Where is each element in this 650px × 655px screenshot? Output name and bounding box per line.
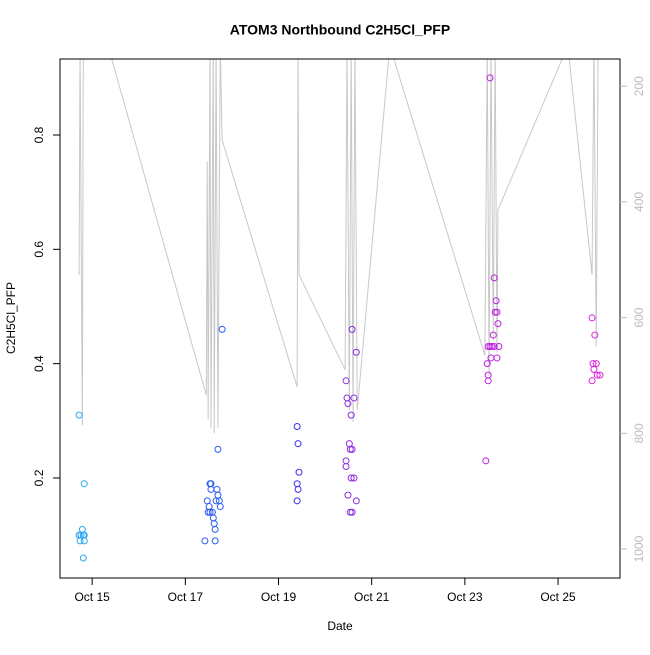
data-point [488, 343, 496, 351]
data-point [214, 445, 222, 453]
data-point [588, 377, 596, 385]
data-point [352, 348, 360, 356]
data-point [490, 343, 498, 351]
data-point [216, 503, 224, 511]
data-point [483, 360, 491, 368]
data-point [493, 308, 501, 316]
data-point [495, 343, 503, 351]
data-point [347, 411, 355, 419]
data-point [596, 371, 604, 379]
data-point [294, 440, 302, 448]
data-point [348, 508, 356, 516]
data-point [294, 485, 302, 493]
data-point [350, 474, 358, 482]
data-point [352, 497, 360, 505]
data-point [218, 325, 226, 333]
y2-tick-label: 800 [632, 423, 646, 443]
data-point [491, 308, 499, 316]
data-point [211, 537, 219, 545]
data-point [347, 474, 355, 482]
y-axis-label: C2H5Cl_PFP [4, 282, 18, 354]
x-tick-label: Oct 25 [540, 590, 576, 604]
data-point [75, 411, 83, 419]
data-point [293, 423, 301, 431]
y-tick-label: 0.4 [32, 355, 46, 372]
data-point [211, 525, 219, 533]
data-point [591, 331, 599, 339]
data-point [493, 354, 501, 362]
data-point [348, 445, 356, 453]
plot-area [75, 59, 604, 562]
data-point [79, 554, 87, 562]
data-point [588, 314, 596, 322]
y2-tick-label: 200 [632, 76, 646, 96]
x-tick-label: Oct 19 [261, 590, 297, 604]
data-point [494, 320, 502, 328]
data-point [486, 74, 494, 82]
data-point [489, 331, 497, 339]
data-point [206, 508, 214, 516]
x-tick-label: Oct 15 [74, 590, 110, 604]
data-point [344, 400, 352, 408]
data-point [490, 274, 498, 282]
y2-tick-label: 600 [632, 307, 646, 327]
y2-tick-label: 1000 [632, 535, 646, 562]
data-point [590, 365, 598, 373]
data-point [344, 491, 352, 499]
data-point [342, 377, 350, 385]
x-tick-label: Oct 21 [354, 590, 390, 604]
data-point [592, 360, 600, 368]
data-point [593, 371, 601, 379]
data-point [80, 531, 88, 539]
data-point [80, 480, 88, 488]
y-tick-label: 0.6 [32, 241, 46, 258]
data-point [486, 343, 494, 351]
data-point [492, 297, 500, 305]
y-tick-label: 0.8 [32, 126, 46, 143]
data-point [348, 325, 356, 333]
data-point [76, 537, 84, 545]
data-point [295, 468, 303, 476]
data-point [342, 463, 350, 471]
data-point [350, 394, 358, 402]
data-point [346, 445, 354, 453]
x-tick-label: Oct 17 [168, 590, 204, 604]
y2-tick-label: 400 [632, 192, 646, 212]
data-point [293, 497, 301, 505]
data-point [346, 508, 354, 516]
x-axis-label: Date [327, 619, 353, 633]
data-point [482, 457, 490, 465]
data-point [484, 377, 492, 385]
x-tick-label: Oct 23 [447, 590, 483, 604]
chart-title: ATOM3 Northbound C2H5Cl_PFP [230, 22, 450, 38]
data-point [201, 537, 209, 545]
plot-frame [59, 58, 621, 579]
y-tick-label: 0.2 [32, 469, 46, 486]
pressure-line [78, 59, 599, 434]
